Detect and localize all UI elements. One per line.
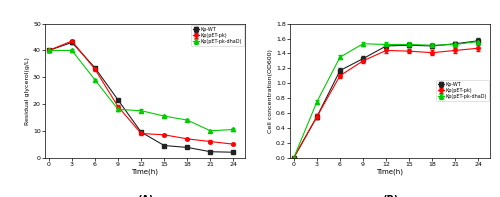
X-axis label: Time(h): Time(h) — [132, 168, 158, 175]
Y-axis label: Residual glycerol(g/L): Residual glycerol(g/L) — [25, 57, 30, 125]
Text: (A): (A) — [137, 195, 153, 197]
Y-axis label: Cell concentration(OD600): Cell concentration(OD600) — [268, 49, 273, 133]
Text: (B): (B) — [382, 195, 398, 197]
X-axis label: Time(h): Time(h) — [376, 168, 404, 175]
Legend: Kp-WT, Kp(pET-pk), Kp(pET-pk-dhaD): Kp-WT, Kp(pET-pk), Kp(pET-pk-dhaD) — [436, 80, 488, 101]
Legend: Kp-WT, Kp(pET-pk), Kp(pET-pk-dhaD): Kp-WT, Kp(pET-pk), Kp(pET-pk-dhaD) — [191, 25, 244, 46]
